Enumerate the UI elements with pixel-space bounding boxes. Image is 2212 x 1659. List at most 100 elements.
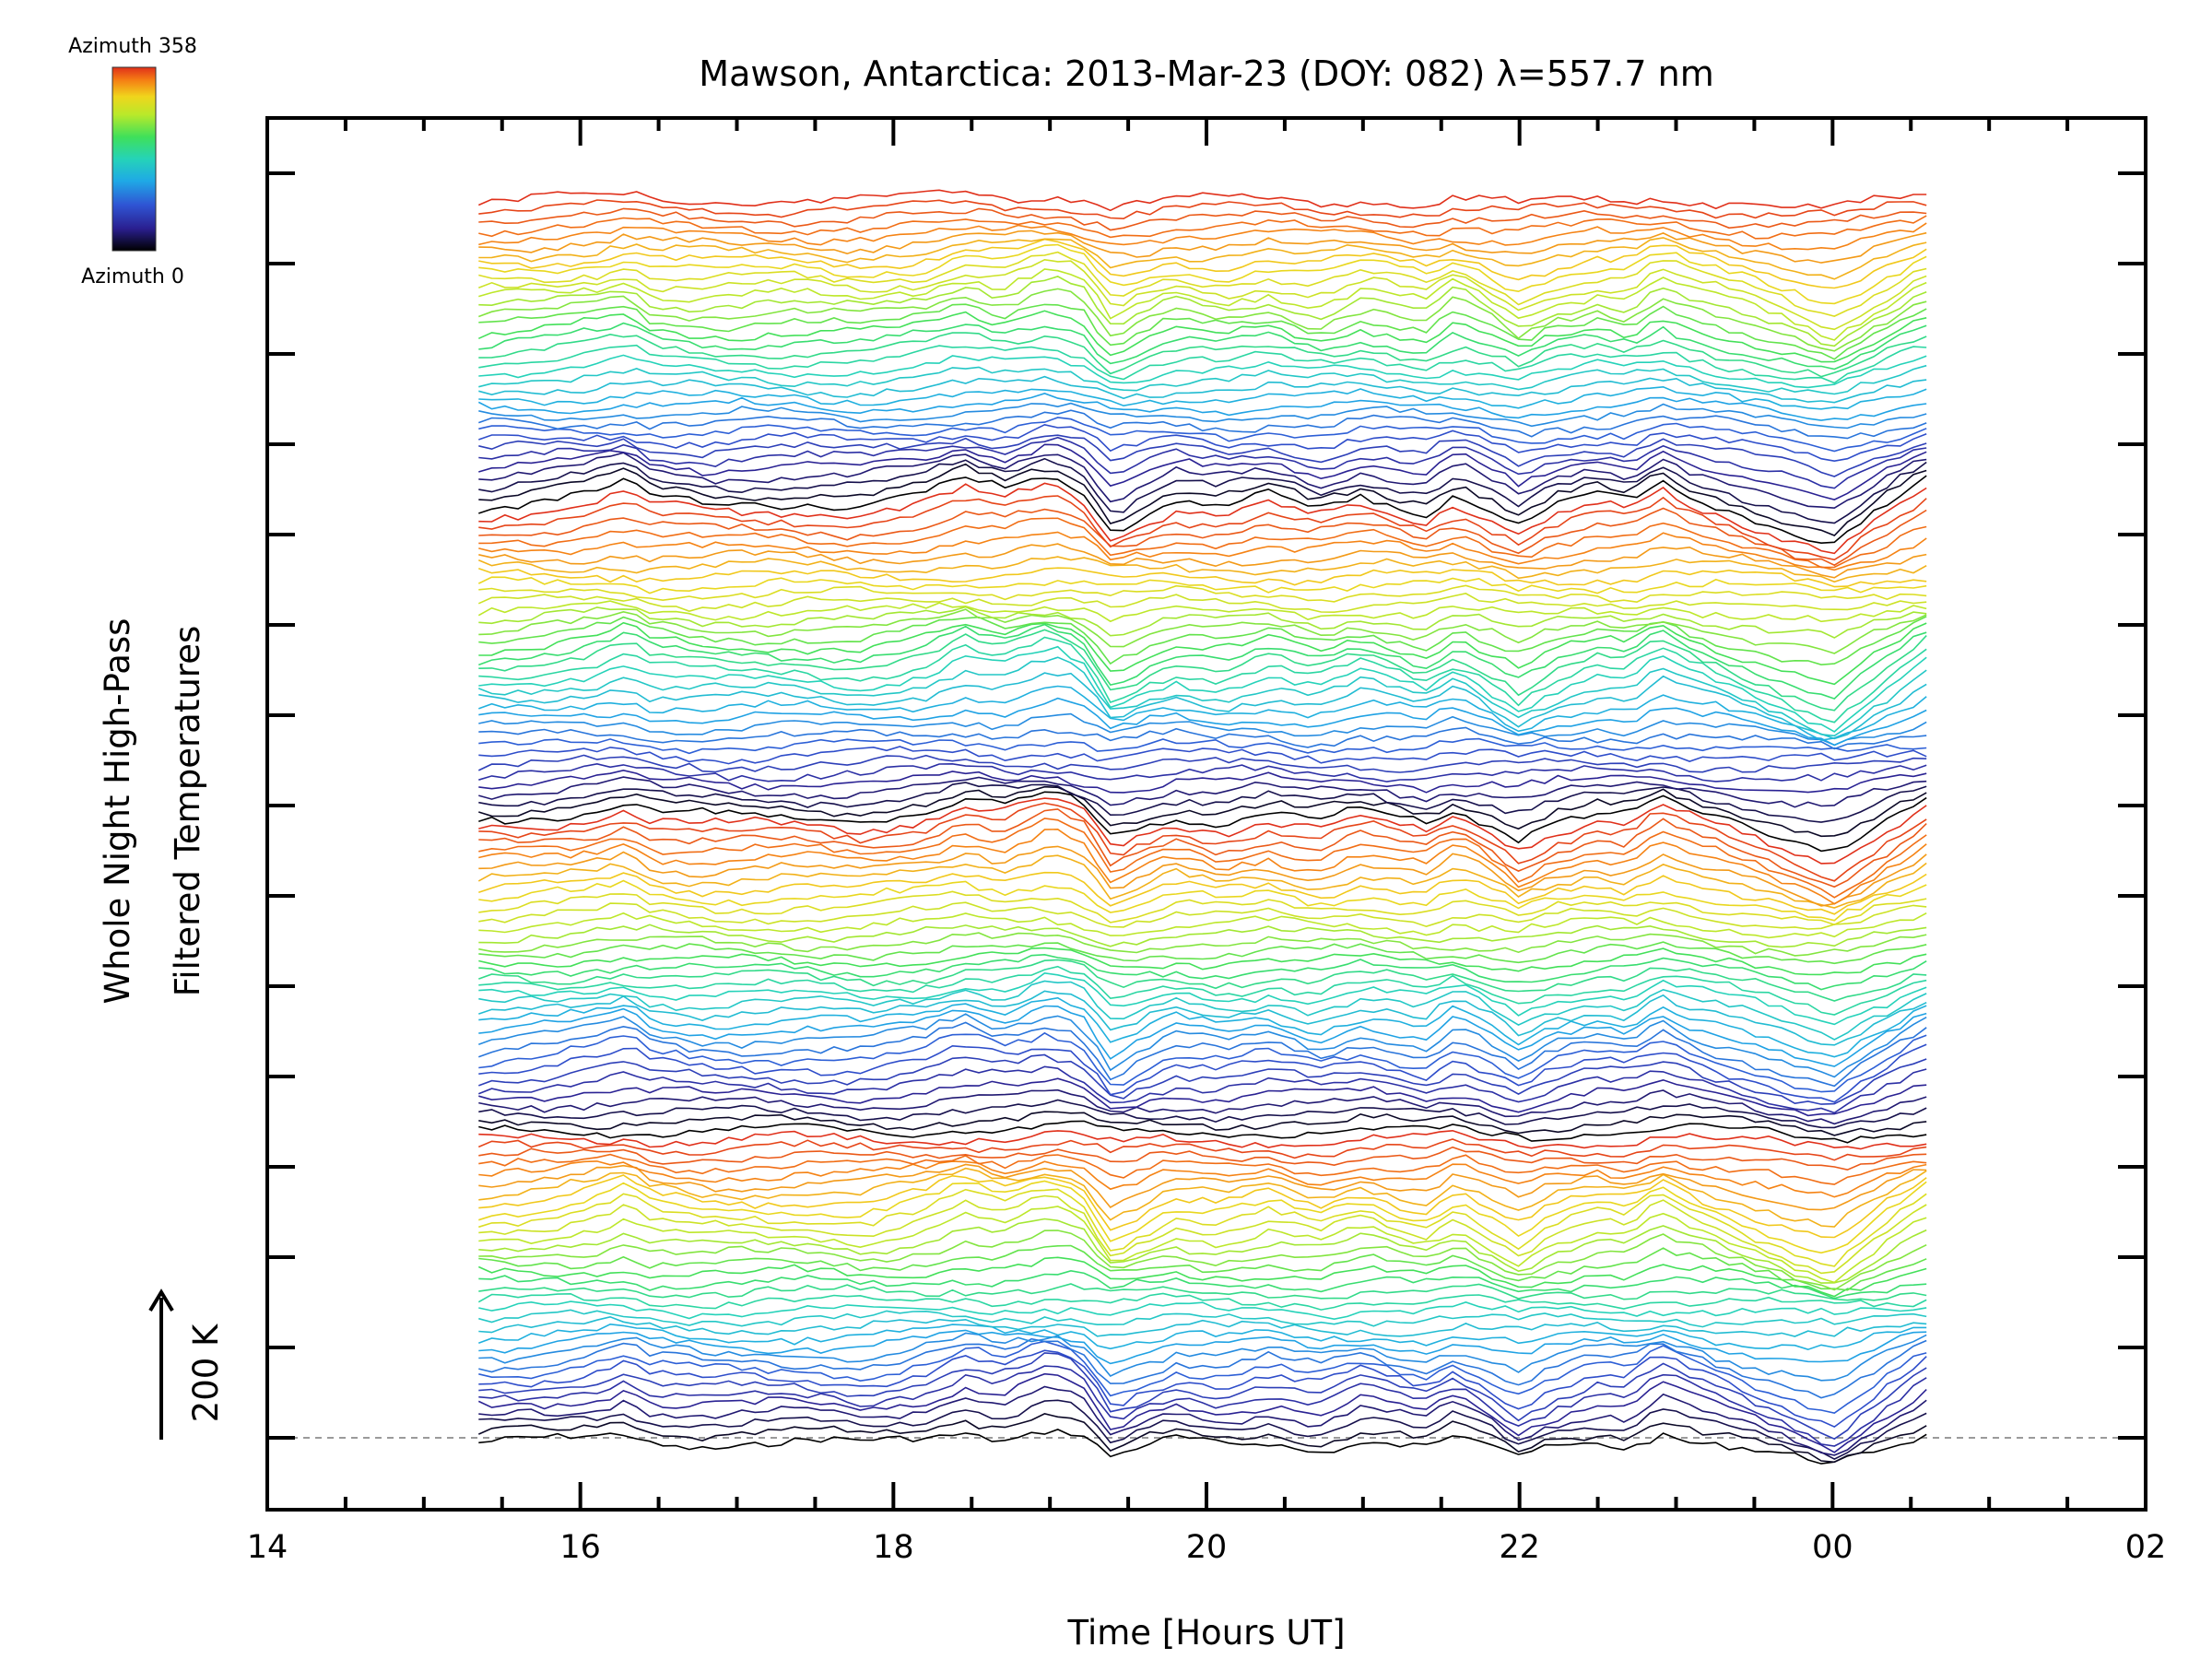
- series-line: [478, 229, 1927, 264]
- series-line: [478, 1337, 1927, 1399]
- series-line: [478, 697, 1927, 747]
- series-line: [478, 475, 1927, 545]
- x-tick-label: 16: [559, 1529, 601, 1566]
- series-line: [478, 685, 1927, 742]
- series-line: [478, 965, 1927, 1016]
- series-line: [478, 791, 1927, 853]
- series-line: [478, 1399, 1927, 1460]
- series-line: [478, 531, 1927, 571]
- series-line: [478, 608, 1927, 654]
- series-line: [478, 890, 1927, 926]
- series-line: [478, 953, 1927, 991]
- series-line: [478, 207, 1927, 231]
- series-line: [478, 1206, 1927, 1284]
- series-line: [478, 636, 1927, 724]
- series-line: [478, 344, 1927, 384]
- series-line: [478, 941, 1927, 965]
- scale-bar: 200 K: [148, 1288, 226, 1440]
- series-line: [478, 238, 1927, 289]
- series-line: [478, 1077, 1927, 1117]
- series-line: [478, 1120, 1927, 1144]
- series-line: [478, 507, 1927, 567]
- series-line: [478, 463, 1927, 536]
- series-line: [477, 600, 1927, 623]
- series-line: [478, 1230, 1927, 1291]
- series-line: [478, 996, 1927, 1058]
- y-axis-label-line1: Whole Night High-Pass: [98, 618, 137, 1005]
- series-line: [478, 364, 1927, 395]
- series-line: [477, 1256, 1927, 1298]
- x-tick-labels: 14 16 18 20 22 00 02: [247, 1529, 2167, 1566]
- series-line: [478, 802, 1927, 882]
- series-line: [478, 1340, 1927, 1414]
- series-line: [478, 1088, 1927, 1125]
- series-line: [477, 393, 1927, 421]
- series-line: [478, 1194, 1927, 1275]
- series-line: [478, 423, 1927, 463]
- series-line: [478, 567, 1927, 588]
- series-line: [478, 645, 1927, 733]
- series-line: [478, 1352, 1927, 1441]
- series-line: [478, 417, 1927, 453]
- series-line: [478, 912, 1927, 939]
- series-line: [478, 808, 1927, 888]
- series-line: [478, 828, 1927, 905]
- series-line: [478, 1153, 1927, 1185]
- series-line: [478, 1129, 1927, 1150]
- series-line: [478, 879, 1927, 922]
- chart-title: Mawson, Antarctica: 2013-Mar-23 (DOY: 08…: [699, 53, 1713, 94]
- series-line: [478, 303, 1927, 360]
- series-line: [478, 769, 1927, 794]
- series-line: [478, 495, 1927, 561]
- series-line: [478, 818, 1927, 899]
- series-line: [478, 1244, 1927, 1291]
- series-line: [478, 656, 1927, 737]
- series-line: [477, 189, 1927, 212]
- scale-bar-label: 200 K: [186, 1323, 226, 1422]
- series-line: [478, 1163, 1927, 1211]
- x-tick-label: 22: [1499, 1529, 1540, 1566]
- series-line: [478, 1160, 1927, 1198]
- series-line: [478, 1146, 1927, 1171]
- series-line: [478, 623, 1927, 700]
- series-line: [478, 606, 1927, 639]
- series-line: [477, 1372, 1927, 1453]
- series-line: [478, 1099, 1927, 1129]
- series-line: [478, 1005, 1927, 1067]
- series-line: [478, 332, 1927, 378]
- series-line: [478, 1429, 1927, 1465]
- series-line: [478, 1309, 1927, 1328]
- series-line: [478, 434, 1927, 477]
- series-line: [478, 1323, 1927, 1351]
- series-line: [478, 971, 1927, 1026]
- series-line: [478, 871, 1927, 915]
- series-line: [478, 1269, 1927, 1300]
- series-line: [478, 1283, 1927, 1301]
- series-line: [478, 901, 1927, 930]
- series-line: [478, 276, 1927, 347]
- series-line: [478, 584, 1927, 604]
- series-line: [478, 517, 1927, 569]
- series-line: [478, 1021, 1927, 1088]
- series-line: [478, 785, 1927, 838]
- series-line: [478, 222, 1927, 251]
- series-line: [478, 1349, 1927, 1429]
- colorbar-top-label: Azimuth 358: [68, 35, 197, 58]
- series-line: [477, 1413, 1927, 1464]
- series-line: [478, 375, 1927, 404]
- series-line: [478, 1167, 1927, 1228]
- y-axis-label-line2: Filtered Temperatures: [168, 626, 207, 996]
- series-line: [478, 452, 1927, 510]
- series-line: [478, 258, 1927, 331]
- series-line: [478, 251, 1927, 317]
- series-line: [478, 959, 1927, 1002]
- series-line: [478, 1031, 1927, 1093]
- series-group: [477, 189, 1927, 1465]
- series-line: [478, 1013, 1927, 1078]
- series-line: [477, 310, 1927, 363]
- series-line: [478, 1065, 1927, 1114]
- x-tick-label: 00: [1812, 1529, 1853, 1566]
- series-line: [477, 593, 1927, 614]
- series-line: [478, 354, 1927, 389]
- series-line: [478, 1188, 1927, 1267]
